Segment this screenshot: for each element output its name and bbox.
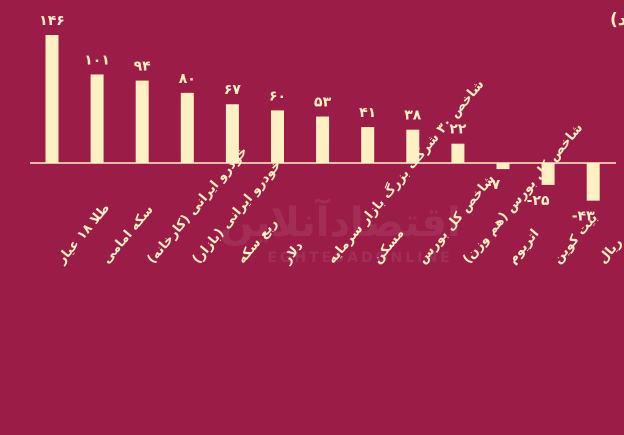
value-label: ۵۳: [314, 95, 332, 111]
bar: [135, 80, 149, 163]
value-label: ۶۷: [224, 82, 242, 98]
value-label: -۴۳: [572, 209, 595, 225]
value-label: ۱۰۱: [84, 52, 110, 68]
bar: [496, 162, 510, 170]
bar: [406, 129, 420, 163]
bar: [586, 162, 600, 201]
value-label: ۳۸: [404, 108, 422, 124]
value-label: -۲۵: [527, 193, 550, 209]
value-label: ۹۴: [134, 59, 152, 75]
bar: [45, 35, 59, 163]
value-label: ۲۲: [449, 122, 467, 138]
bar: [316, 116, 330, 163]
value-label: ۸۰: [179, 71, 196, 87]
bar: [90, 74, 104, 163]
value-label: ۶۰: [269, 88, 286, 104]
watermark: EGHTESADONLINE: [267, 250, 452, 266]
bar: [361, 127, 375, 163]
value-label: -۷: [486, 177, 501, 193]
bar: [541, 162, 555, 185]
bar: [225, 104, 239, 163]
bar: [180, 92, 194, 163]
value-label: ۱۴۶: [39, 13, 65, 29]
bar: [271, 110, 284, 163]
chart-title: بازدهی بازارها از فروردین تا بهمن ۱۴۰۴ (…: [610, 10, 624, 30]
watermark: اقتصادآنلاین: [219, 197, 460, 246]
bar: [451, 143, 465, 163]
value-label: ۴۱: [359, 105, 376, 121]
